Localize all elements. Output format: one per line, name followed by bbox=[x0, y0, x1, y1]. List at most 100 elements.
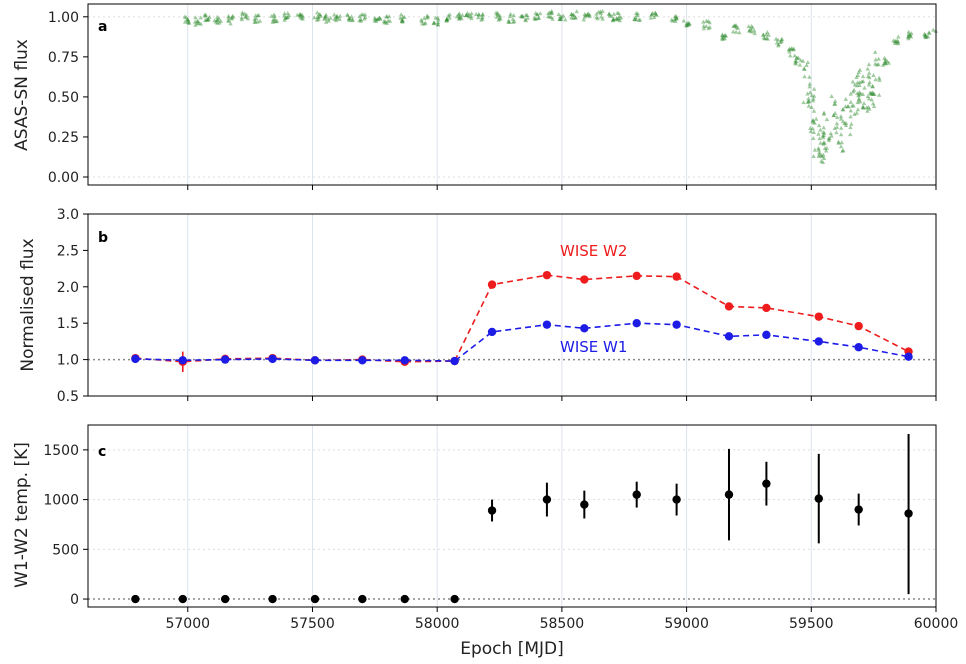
temperature-point bbox=[580, 500, 589, 509]
asassn-point bbox=[422, 16, 427, 21]
asassn-point bbox=[587, 14, 592, 19]
asassn-point bbox=[794, 55, 799, 60]
asassn-point bbox=[506, 18, 511, 23]
asassn-point bbox=[747, 28, 752, 33]
asassn-point bbox=[375, 16, 380, 21]
asassn-point bbox=[841, 148, 846, 153]
asassn-point bbox=[764, 36, 769, 41]
asassn-point bbox=[926, 30, 932, 35]
x-tick-label: 59500 bbox=[789, 616, 834, 632]
asassn-point bbox=[895, 38, 900, 43]
wise-w2-point bbox=[762, 303, 771, 313]
annotation-wise-w2: WISE W2 bbox=[560, 242, 627, 260]
asassn-point bbox=[297, 12, 302, 17]
asassn-point bbox=[328, 15, 333, 20]
asassn-point bbox=[284, 15, 290, 20]
asassn-point bbox=[722, 33, 727, 38]
asassn-point bbox=[857, 83, 862, 88]
asassn-point bbox=[349, 14, 354, 19]
asassn-point bbox=[195, 21, 200, 26]
wise-w1-point bbox=[632, 319, 641, 328]
asassn-point bbox=[635, 13, 640, 18]
asassn-point bbox=[860, 92, 866, 97]
asassn-point bbox=[866, 104, 871, 109]
asassn-point bbox=[193, 15, 198, 20]
asassn-point bbox=[202, 18, 208, 23]
asassn-point bbox=[253, 19, 258, 24]
asassn-point bbox=[218, 18, 224, 23]
asassn-point bbox=[332, 12, 337, 17]
asassn-point bbox=[811, 135, 816, 140]
asassn-point bbox=[855, 91, 860, 96]
asassn-point bbox=[851, 87, 857, 92]
asassn-point bbox=[386, 14, 392, 19]
asassn-point bbox=[431, 21, 436, 26]
asassn-point bbox=[821, 140, 826, 145]
asassn-point bbox=[299, 12, 305, 17]
asassn-point bbox=[861, 101, 867, 106]
asassn-point bbox=[192, 19, 198, 24]
asassn-point bbox=[283, 15, 288, 20]
asassn-point bbox=[749, 29, 754, 34]
asassn-point bbox=[506, 19, 511, 24]
asassn-point bbox=[832, 98, 838, 103]
asassn-point bbox=[549, 10, 554, 15]
asassn-point bbox=[806, 103, 812, 108]
asassn-point bbox=[384, 20, 390, 25]
asassn-point bbox=[435, 21, 441, 26]
asassn-point bbox=[810, 98, 816, 103]
asassn-point bbox=[723, 33, 728, 38]
asassn-point bbox=[271, 12, 277, 17]
asassn-point bbox=[475, 15, 481, 20]
y-tick-label: 1000 bbox=[43, 493, 79, 509]
asassn-point bbox=[372, 15, 377, 20]
asassn-point bbox=[533, 10, 538, 15]
asassn-point bbox=[649, 12, 655, 17]
asassn-point bbox=[704, 23, 709, 28]
asassn-point bbox=[793, 61, 799, 66]
asassn-point bbox=[870, 83, 875, 88]
asassn-point bbox=[856, 97, 861, 102]
panel-c-grid bbox=[88, 425, 936, 607]
wise-w2-point bbox=[580, 275, 589, 284]
asassn-point bbox=[186, 18, 191, 23]
asassn-point bbox=[384, 14, 390, 19]
wise-w1-point bbox=[487, 327, 497, 337]
asassn-point bbox=[186, 20, 192, 25]
asassn-point bbox=[870, 91, 875, 96]
asassn-point bbox=[807, 74, 812, 79]
asassn-point bbox=[883, 60, 888, 65]
panel-a-letter: a bbox=[98, 19, 107, 35]
asassn-point bbox=[347, 16, 353, 21]
asassn-point bbox=[860, 79, 866, 84]
asassn-point bbox=[870, 84, 875, 89]
asassn-point bbox=[585, 12, 590, 17]
asassn-point bbox=[761, 32, 766, 37]
asassn-point bbox=[834, 115, 840, 120]
asassn-point bbox=[468, 14, 474, 19]
asassn-point bbox=[399, 19, 405, 24]
asassn-point bbox=[923, 34, 928, 39]
asassn-point bbox=[398, 15, 403, 20]
asassn-point bbox=[373, 16, 378, 21]
asassn-point bbox=[871, 91, 876, 96]
asassn-point bbox=[616, 11, 621, 16]
asassn-point bbox=[314, 17, 320, 22]
asassn-point bbox=[558, 17, 564, 22]
asassn-point bbox=[444, 16, 450, 21]
asassn-point bbox=[457, 11, 462, 16]
asassn-point bbox=[587, 12, 592, 17]
asassn-point bbox=[272, 16, 278, 21]
asassn-point bbox=[457, 16, 462, 21]
asassn-point bbox=[856, 93, 861, 98]
asassn-point bbox=[840, 148, 845, 153]
asassn-point bbox=[346, 18, 352, 23]
asassn-point bbox=[463, 13, 469, 18]
asassn-point bbox=[203, 13, 208, 18]
asassn-point bbox=[854, 110, 860, 115]
asassn-point bbox=[805, 91, 810, 96]
y-tick-label: 0.25 bbox=[48, 130, 79, 146]
asassn-point bbox=[669, 17, 674, 22]
asassn-point bbox=[226, 13, 231, 18]
asassn-point bbox=[813, 116, 819, 121]
